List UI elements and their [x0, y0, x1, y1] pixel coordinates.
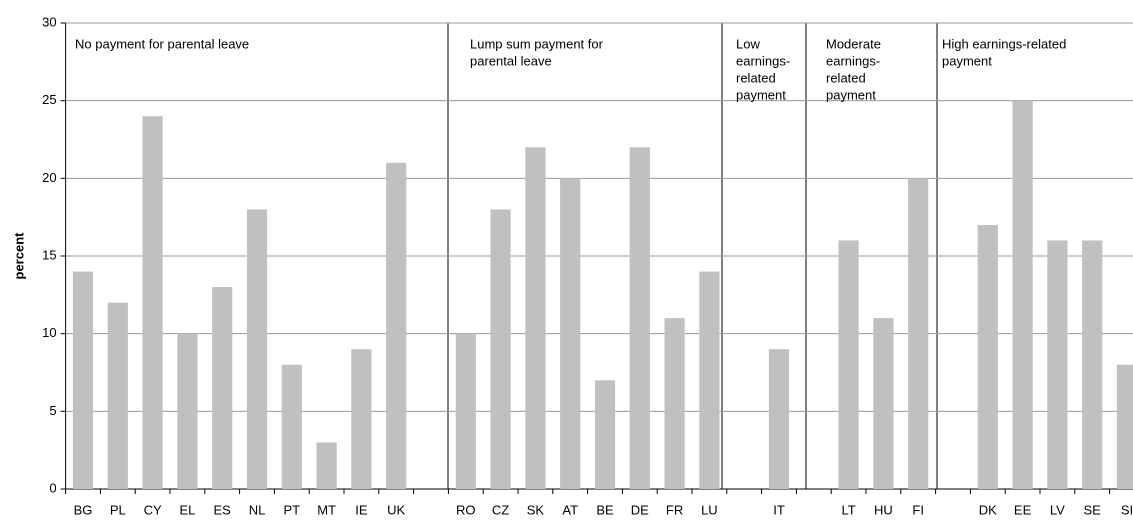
x-tick-label: BE — [596, 502, 614, 517]
bar — [212, 287, 233, 489]
bar — [908, 178, 929, 490]
bar — [525, 147, 546, 489]
x-tick-label: IE — [355, 502, 368, 517]
section-label: earnings- — [736, 53, 790, 68]
section-label: related — [826, 70, 866, 85]
x-tick-label: LT — [841, 502, 855, 517]
bar — [768, 349, 790, 489]
y-tick-label: 10 — [42, 325, 56, 340]
x-tick-label: FR — [666, 502, 683, 517]
x-tick-label: MT — [317, 502, 336, 517]
bar — [316, 442, 337, 489]
section-label: Moderate — [826, 36, 881, 51]
bar — [281, 364, 302, 489]
x-tick-label: UK — [387, 502, 405, 517]
x-tick-label: BG — [74, 502, 93, 517]
bar — [455, 333, 476, 489]
section-label: Lump sum payment for — [470, 36, 604, 51]
bar — [142, 116, 163, 489]
bar — [72, 271, 94, 489]
x-tick-label: NL — [249, 502, 266, 517]
bar — [1116, 364, 1133, 489]
x-tick-label: RO — [456, 502, 476, 517]
bar — [386, 162, 407, 490]
y-tick-label: 0 — [49, 480, 56, 495]
section-label: No payment for parental leave — [75, 36, 249, 51]
x-tick-label: DK — [979, 502, 997, 517]
x-tick-label: SK — [527, 502, 545, 517]
section-label: payment — [942, 53, 992, 68]
section-label: payment — [826, 87, 876, 102]
bar — [177, 333, 198, 489]
section-label: parental leave — [470, 53, 552, 68]
section-label: payment — [736, 87, 786, 102]
bar — [1047, 240, 1068, 489]
bar — [351, 349, 372, 489]
y-tick-label: 5 — [49, 403, 56, 418]
y-tick-label: 20 — [42, 170, 56, 185]
bar — [699, 271, 720, 489]
bar — [977, 224, 998, 489]
bar — [1012, 100, 1033, 490]
bar — [664, 318, 685, 489]
x-tick-label: EL — [179, 502, 195, 517]
x-tick-label: HU — [874, 502, 893, 517]
y-tick-label: 15 — [42, 247, 56, 262]
section-label: related — [736, 70, 776, 85]
bar — [560, 178, 581, 490]
section-label: High earnings-related — [942, 36, 1066, 51]
y-tick-label: 30 — [42, 14, 56, 29]
section-label: Low — [736, 36, 760, 51]
bar — [490, 209, 511, 489]
bar — [873, 318, 894, 489]
x-tick-label: ES — [214, 502, 232, 517]
bar — [838, 240, 859, 489]
x-tick-label: LU — [701, 502, 718, 517]
bar — [594, 380, 616, 489]
x-tick-label: AT — [562, 502, 578, 517]
x-tick-label: DE — [631, 502, 649, 517]
annotations: No payment for parental leave Lump sum pa… — [75, 36, 1066, 102]
x-tick-label: CY — [144, 502, 162, 517]
bar — [629, 147, 650, 489]
x-tick-label: PT — [283, 502, 300, 517]
y-axis-label: percent — [11, 232, 26, 280]
x-tick-label: IT — [773, 502, 785, 517]
bar — [1082, 240, 1103, 489]
bar — [246, 209, 268, 489]
y-tick-label: 25 — [42, 92, 56, 107]
x-tick-label: SI — [1121, 502, 1133, 517]
x-tick-label: PL — [110, 502, 126, 517]
x-tick-label: CZ — [492, 502, 509, 517]
x-tick-label: LV — [1050, 502, 1065, 517]
x-tick-label: EE — [1014, 502, 1032, 517]
x-tick-label: FI — [912, 502, 924, 517]
bar — [107, 302, 128, 489]
section-label: earnings- — [826, 53, 880, 68]
x-tick-label: SE — [1084, 502, 1102, 517]
